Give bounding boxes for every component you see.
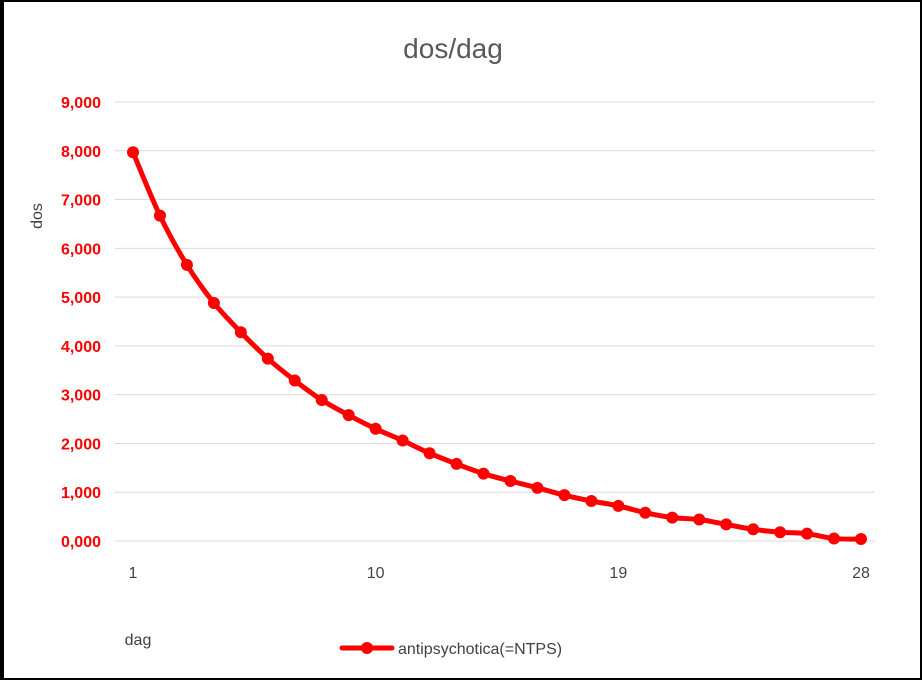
x-axis-label: dag: [125, 632, 152, 649]
data-point: [612, 499, 625, 512]
x-tick-label: 1: [129, 565, 138, 582]
data-point: [477, 467, 490, 480]
data-point: [531, 481, 544, 494]
y-tick-label: 5,000: [61, 290, 101, 307]
data-point: [234, 326, 247, 339]
y-tick-label: 9,000: [61, 95, 101, 112]
x-axis-ticks: 1 10 19 28: [129, 565, 870, 582]
data-point: [504, 475, 517, 488]
data-point: [774, 526, 787, 539]
x-tick-label: 28: [852, 565, 870, 582]
data-point: [342, 409, 355, 422]
data-point: [207, 296, 220, 309]
data-point: [801, 527, 814, 540]
chart-title: dos/dag: [403, 33, 503, 64]
data-point: [639, 506, 652, 519]
y-tick-label: 7,000: [61, 193, 101, 210]
series-line: [130, 151, 862, 542]
x-tick-label: 10: [367, 565, 385, 582]
y-tick-label: 2,000: [61, 436, 101, 453]
data-point: [666, 511, 679, 524]
frame-top-border: [0, 0, 922, 2]
x-tick-label: 19: [609, 565, 627, 582]
y-tick-label: 1,000: [61, 485, 101, 502]
y-axis-label: dos: [29, 203, 46, 229]
data-point: [315, 394, 328, 407]
y-tick-label: 0,000: [61, 534, 101, 551]
legend-marker-swatch: [361, 642, 373, 654]
data-point: [369, 422, 382, 435]
series-layer: [127, 146, 867, 546]
data-point: [396, 434, 409, 447]
y-tick-label: 3,000: [61, 388, 101, 405]
frame-right-border: [920, 0, 922, 680]
data-point: [558, 489, 571, 502]
data-point: [828, 532, 841, 545]
data-point: [450, 457, 463, 470]
data-point: [180, 258, 193, 271]
data-point: [288, 374, 301, 387]
frame-left-border: [0, 0, 4, 680]
legend: antipsychotica(=NTPS): [339, 641, 562, 658]
data-point: [261, 352, 274, 365]
data-point: [693, 513, 706, 526]
grid-lines: [115, 101, 875, 542]
data-point: [127, 146, 139, 159]
data-point: [747, 523, 760, 536]
data-point: [153, 209, 166, 222]
legend-series-label: antipsychotica(=NTPS): [398, 641, 562, 658]
y-tick-label: 8,000: [61, 144, 101, 161]
data-point: [720, 518, 733, 531]
y-tick-label: 6,000: [61, 241, 101, 258]
y-tick-label: 4,000: [61, 339, 101, 356]
data-point: [423, 447, 436, 460]
y-axis-ticks: 0,000 1,000 2,000 3,000 4,000 5,000 6,000 7,000…: [61, 95, 101, 551]
frame-bottom-border: [0, 678, 922, 680]
data-point: [585, 495, 598, 508]
data-point: [855, 533, 867, 546]
